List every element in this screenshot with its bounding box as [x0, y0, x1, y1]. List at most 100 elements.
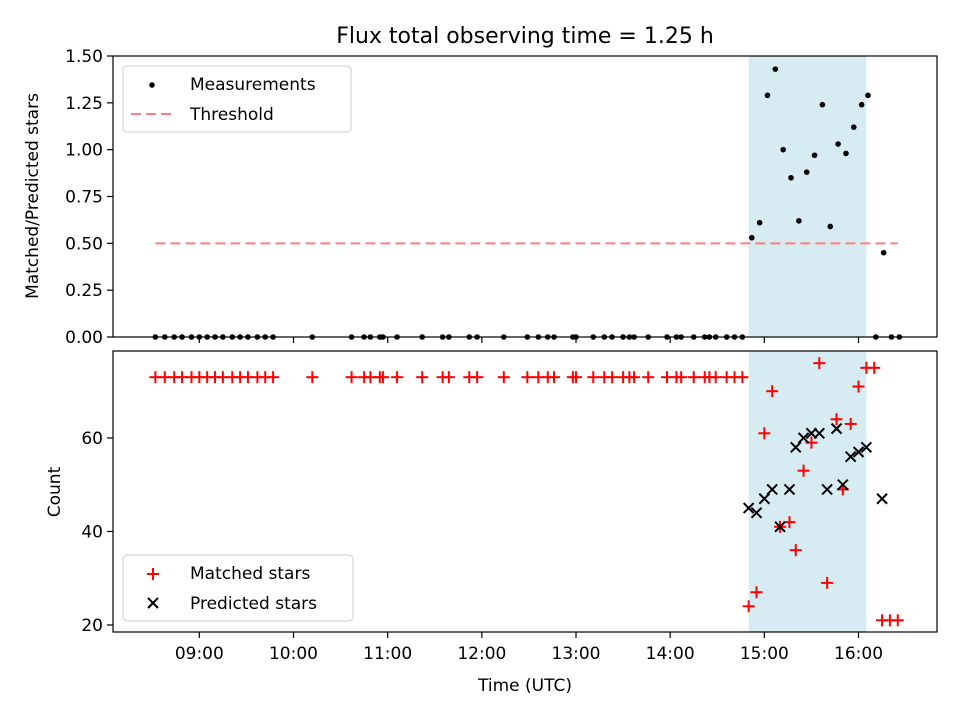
legend-marker-measurements	[149, 82, 155, 88]
y-tick-label: 60	[81, 429, 103, 449]
matched-star-point	[783, 516, 796, 529]
x-tick-label: 16:00	[834, 644, 883, 664]
predicted-star-point	[790, 441, 802, 454]
matched-star-point	[797, 464, 810, 477]
predicted-star-point	[758, 493, 771, 505]
x-tick-label: 10:00	[269, 644, 318, 664]
legend-label-predicted: Predicted stars	[190, 594, 317, 614]
axes-frame-bottom	[112, 350, 938, 633]
predicted-star-point	[852, 446, 865, 458]
measurement-point	[827, 223, 834, 230]
top-panel: Flux total observing time = 1.25 h 0.00 0…	[23, 24, 938, 348]
predicted-star-point	[766, 483, 778, 496]
matched-star-point	[736, 371, 749, 384]
predicted-star-point	[821, 483, 833, 496]
x-tick-label: 11:00	[363, 644, 412, 664]
predicted-star-point	[774, 521, 786, 533]
predicted-star-point	[797, 432, 810, 444]
matched-star-point	[891, 614, 904, 627]
legend-box-top	[122, 65, 352, 133]
matched-star-point	[376, 371, 389, 384]
x-tick-label: 15:00	[740, 644, 789, 664]
legend-marker-predicted	[147, 597, 159, 609]
measurement-point	[851, 124, 857, 130]
predicted-star-point	[783, 483, 796, 496]
matched-star-point	[606, 371, 619, 384]
star-count-points	[149, 357, 904, 627]
measurement-point	[819, 101, 826, 108]
matched-star-point	[789, 544, 802, 557]
chart-title: Flux total observing time = 1.25 h	[336, 24, 714, 49]
measurement-point	[772, 66, 779, 72]
legend-top: Measurements Threshold	[122, 65, 352, 133]
x-tick-label: 13:00	[552, 644, 601, 664]
legend-marker-matched	[147, 568, 159, 580]
measurement-point	[803, 169, 810, 175]
predicted-star-point	[813, 427, 825, 439]
matched-star-point	[821, 576, 834, 589]
y-tick-label: 1.50	[65, 47, 103, 67]
measurement-point	[764, 92, 771, 99]
predicted-star-point	[876, 493, 888, 505]
y-ticks-top: 0.00 0.25 0.50 0.75 1.00 1.25 1.50	[65, 47, 113, 348]
measurement-point	[788, 174, 794, 181]
x-ticks-bottom: 09:00 10:00 11:00 12:00 13:00 14:00 15:00 16:00	[175, 632, 883, 664]
x-tick-label: 09:00	[175, 644, 224, 664]
measurement-point	[843, 150, 849, 157]
matched-star-point	[687, 371, 700, 384]
matched-star-point	[758, 427, 771, 440]
matched-star-point	[570, 371, 583, 384]
matched-star-point	[852, 380, 865, 393]
matched-star-point	[813, 357, 826, 370]
measurement-point	[835, 141, 841, 147]
matched-star-point	[830, 413, 843, 426]
y-ticks-bottom: 20 40 60	[81, 429, 113, 636]
matched-star-point	[587, 371, 600, 384]
measurement-point	[748, 234, 755, 241]
observing-window-highlight-bottom	[748, 351, 867, 632]
y-tick-label: 0.00	[65, 328, 103, 348]
legend-box-bottom	[122, 554, 354, 622]
predicted-star-point	[742, 502, 755, 514]
matched-star-point	[416, 371, 429, 384]
measurement-point	[780, 146, 786, 153]
predicted-star-point	[750, 507, 763, 519]
y-axis-label-bottom: Count	[45, 466, 65, 517]
x-tick-label: 12:00	[457, 644, 506, 664]
legend-label-measurements: Measurements	[190, 75, 316, 95]
measurement-point	[865, 92, 871, 99]
matched-star-point	[750, 586, 763, 599]
matched-star-point	[548, 371, 561, 384]
matched-star-point	[442, 371, 455, 384]
matched-star-point	[868, 361, 881, 374]
matched-star-point	[628, 371, 641, 384]
measurement-point	[796, 218, 802, 224]
measurement-point	[880, 249, 887, 256]
y-tick-label: 1.25	[65, 94, 103, 114]
y-tick-label: 1.00	[65, 141, 103, 161]
predicted-star-point	[860, 441, 873, 454]
x-ticks-top	[198, 337, 860, 343]
bottom-panel: 20 40 60 09:00 10:00 11:00 12:00 13:00 14:00 15:…	[45, 350, 938, 696]
x-tick-label: 14:00	[646, 644, 695, 664]
measurement-point	[858, 101, 865, 108]
y-tick-label: 0.75	[65, 188, 103, 208]
legend-bottom: Matched stars Predicted stars	[122, 554, 354, 622]
matched-star-point	[471, 371, 484, 384]
y-tick-label: 20	[81, 616, 103, 636]
matched-star-point	[766, 385, 779, 398]
legend-label-matched: Matched stars	[190, 564, 310, 584]
matched-star-point	[642, 371, 655, 384]
matched-star-point	[391, 371, 404, 384]
axes-frame-top	[112, 55, 938, 338]
y-tick-label: 40	[81, 522, 103, 542]
matched-star-point	[306, 371, 319, 384]
observing-window-highlight-top	[748, 56, 867, 337]
matched-star-point	[742, 600, 755, 613]
y-tick-label: 0.25	[65, 281, 103, 301]
matched-star-point	[709, 371, 722, 384]
matched-star-point	[844, 417, 857, 430]
measurement-point	[811, 152, 818, 159]
x-axis-label: Time (UTC)	[477, 676, 572, 696]
